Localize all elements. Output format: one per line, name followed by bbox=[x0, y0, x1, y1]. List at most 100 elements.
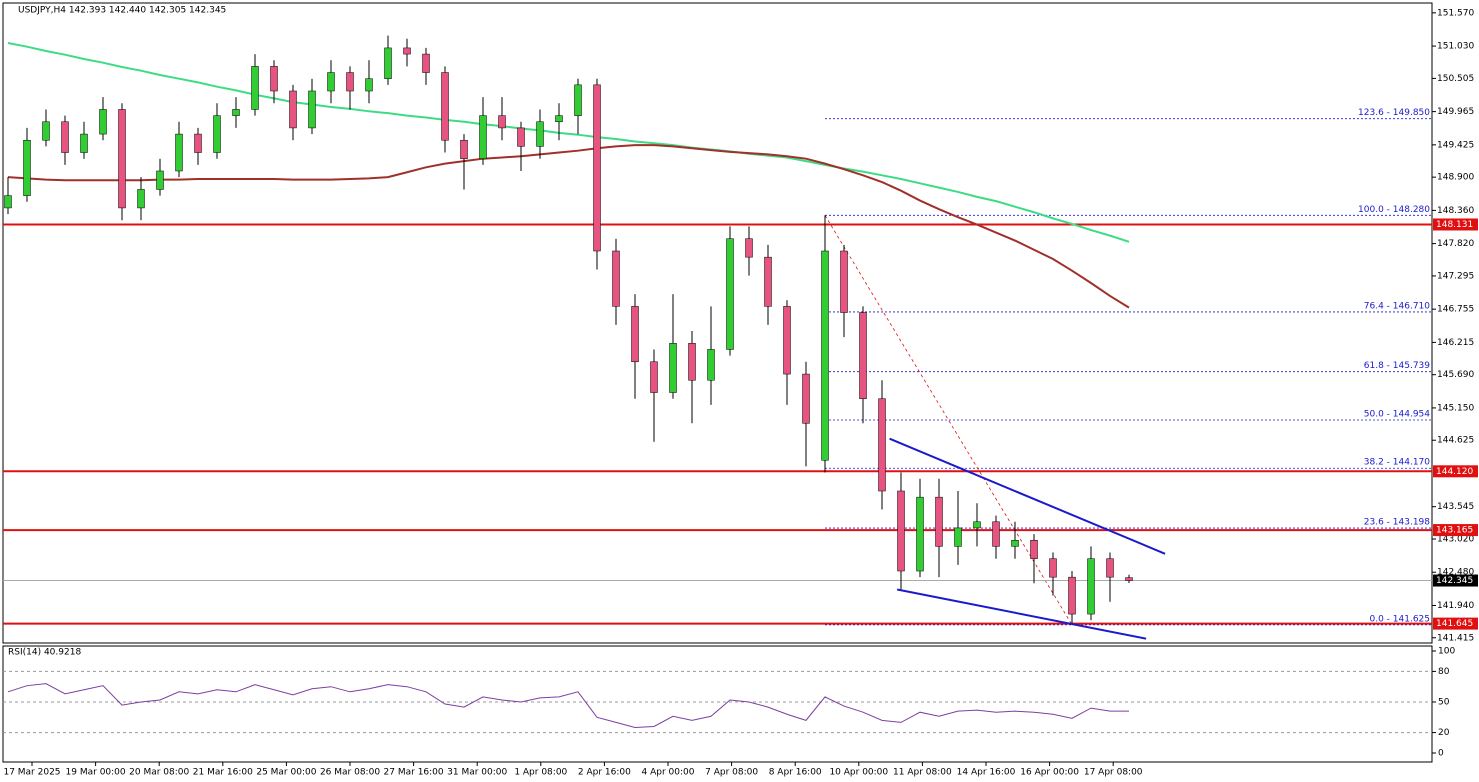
candle-body bbox=[745, 238, 753, 258]
candle-body bbox=[916, 496, 924, 572]
fib-label: 76.4 - 146.710 bbox=[1364, 301, 1430, 311]
candle-body bbox=[707, 349, 715, 381]
candle-body bbox=[783, 306, 791, 375]
candle-body bbox=[61, 121, 69, 153]
level-box bbox=[1433, 524, 1478, 537]
y-tick-label: 148.360 bbox=[1437, 206, 1474, 216]
candle-body bbox=[1030, 539, 1038, 559]
x-tick-label: 21 Mar 16:00 bbox=[193, 768, 253, 778]
candle-body bbox=[1011, 539, 1019, 547]
candle-body bbox=[593, 84, 601, 252]
x-tick-label: 17 Apr 08:00 bbox=[1084, 768, 1143, 778]
rsi-panel bbox=[2, 645, 1433, 763]
rsi-tick-label: 100 bbox=[1438, 647, 1455, 657]
x-tick-label: 10 Apr 00:00 bbox=[829, 768, 888, 778]
candle-body bbox=[802, 373, 810, 424]
fib-label: 38.2 - 144.170 bbox=[1364, 458, 1430, 468]
candle-body bbox=[365, 78, 373, 92]
rsi-line bbox=[7, 683, 1129, 729]
x-tick-label: 25 Mar 00:00 bbox=[256, 768, 316, 778]
y-tick-label: 149.965 bbox=[1437, 107, 1474, 117]
y-tick-label: 146.215 bbox=[1437, 338, 1474, 348]
candle-body bbox=[555, 115, 563, 123]
x-tick-label: 16 Apr 00:00 bbox=[1020, 768, 1079, 778]
candle-body bbox=[973, 521, 981, 529]
fib-label: 61.8 - 145.739 bbox=[1364, 361, 1430, 371]
y-tick-label: 149.425 bbox=[1437, 140, 1474, 150]
fib-label: 100.0 - 148.280 bbox=[1358, 205, 1430, 215]
candle-body bbox=[213, 115, 221, 153]
candle-body bbox=[821, 250, 829, 461]
x-tick-label: 1 Apr 08:00 bbox=[514, 768, 567, 778]
y-tick-label: 151.570 bbox=[1437, 8, 1474, 18]
level-box bbox=[1433, 218, 1478, 231]
y-tick-label: 144.625 bbox=[1437, 436, 1474, 446]
candle-body bbox=[308, 90, 316, 129]
candle-body bbox=[1068, 576, 1076, 615]
candle-body bbox=[118, 109, 126, 209]
candle-body bbox=[289, 90, 297, 129]
level-box bbox=[1433, 465, 1478, 478]
level-label: 144.120 bbox=[1436, 467, 1473, 477]
candle-body bbox=[441, 72, 449, 141]
x-tick-label: 31 Mar 00:00 bbox=[447, 768, 507, 778]
candle-body bbox=[669, 343, 677, 393]
candle-body bbox=[574, 84, 582, 116]
fib-label: 123.6 - 149.850 bbox=[1358, 108, 1430, 118]
candle-body bbox=[897, 490, 905, 572]
x-tick-label: 26 Mar 08:00 bbox=[320, 768, 380, 778]
candle-body bbox=[137, 189, 145, 209]
y-tick-label: 145.150 bbox=[1437, 403, 1474, 413]
fib-label: 0.0 - 141.625 bbox=[1370, 614, 1431, 624]
rsi-title: RSI(14) 40.9218 bbox=[8, 648, 81, 658]
candle-body bbox=[612, 250, 620, 307]
level-label: 143.165 bbox=[1436, 526, 1473, 536]
level-label: 148.131 bbox=[1436, 220, 1473, 230]
candle-body bbox=[517, 127, 525, 147]
candle-body bbox=[403, 47, 411, 55]
fib-label: 50.0 - 144.954 bbox=[1364, 409, 1430, 419]
candle-body bbox=[4, 195, 12, 209]
candle-body bbox=[536, 121, 544, 147]
candle-body bbox=[384, 47, 392, 79]
candle-body bbox=[840, 250, 848, 313]
candle-body bbox=[764, 256, 772, 307]
x-tick-label: 20 Mar 08:00 bbox=[129, 768, 189, 778]
y-tick-label: 147.295 bbox=[1437, 271, 1474, 281]
candle-body bbox=[726, 238, 734, 350]
y-tick-label: 141.940 bbox=[1437, 601, 1474, 611]
level-box bbox=[1433, 617, 1478, 630]
x-tick-label: 17 Mar 2025 bbox=[3, 768, 60, 778]
candle-body bbox=[156, 170, 164, 190]
candle-body bbox=[878, 398, 886, 492]
candle-body bbox=[479, 115, 487, 159]
trendline bbox=[897, 588, 1147, 640]
y-tick-label: 143.020 bbox=[1437, 535, 1474, 545]
y-tick-label: 145.690 bbox=[1437, 370, 1474, 380]
level-label: 141.645 bbox=[1436, 619, 1473, 629]
candle-body bbox=[631, 306, 639, 363]
candle-body bbox=[175, 133, 183, 172]
candle-body bbox=[498, 115, 506, 129]
candle-body bbox=[346, 72, 354, 92]
y-tick-label: 146.755 bbox=[1437, 305, 1474, 315]
y-tick-label: 151.030 bbox=[1437, 42, 1474, 52]
x-tick-label: 4 Apr 00:00 bbox=[642, 768, 695, 778]
rsi-tick-label: 20 bbox=[1438, 728, 1450, 738]
candle-body bbox=[992, 521, 1000, 547]
candle-body bbox=[42, 121, 50, 141]
candle-body bbox=[935, 496, 943, 547]
fib-label: 23.6 - 143.198 bbox=[1364, 518, 1430, 528]
moving-average bbox=[7, 42, 1130, 243]
x-tick-label: 7 Apr 08:00 bbox=[705, 768, 758, 778]
trendline bbox=[889, 437, 1166, 555]
candle-body bbox=[80, 133, 88, 153]
y-tick-label: 141.415 bbox=[1437, 633, 1474, 643]
candle-body bbox=[23, 139, 31, 196]
moving-average bbox=[7, 144, 1130, 309]
rsi-tick-label: 80 bbox=[1438, 667, 1450, 677]
rsi-tick-label: 0 bbox=[1438, 749, 1444, 759]
y-tick-label: 147.820 bbox=[1437, 239, 1474, 249]
y-tick-label: 142.480 bbox=[1437, 568, 1474, 578]
